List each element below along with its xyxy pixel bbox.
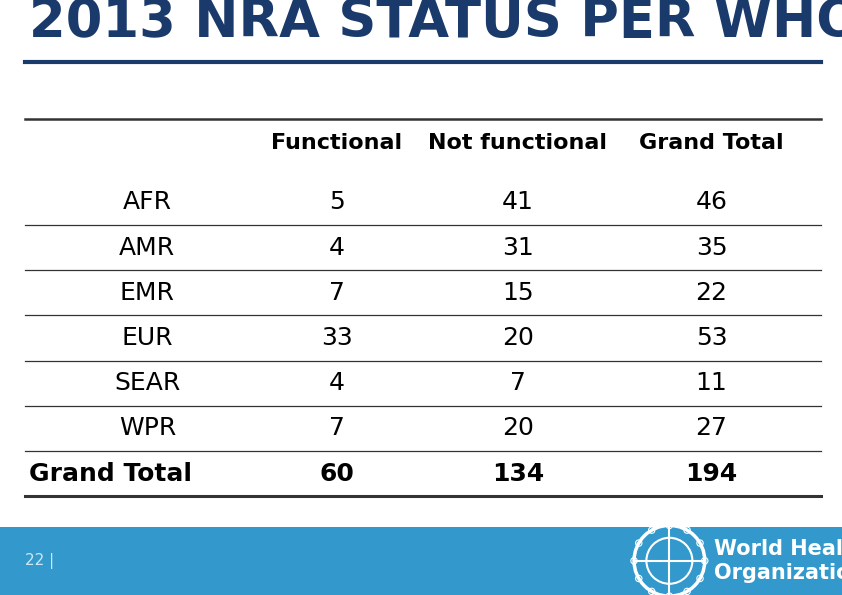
Text: 27: 27 [695,416,727,440]
Text: 20: 20 [502,326,534,350]
Text: WPR: WPR [119,416,176,440]
Text: 15: 15 [502,281,534,305]
Text: 194: 194 [685,462,738,486]
Text: Functional: Functional [271,133,402,153]
Text: 5: 5 [329,190,344,214]
Text: Grand Total: Grand Total [639,133,784,153]
Text: Not functional: Not functional [429,133,607,153]
Text: 22 |: 22 | [25,553,55,569]
Text: AMR: AMR [120,236,175,259]
Text: Grand Total: Grand Total [29,462,193,486]
Text: 7: 7 [329,281,344,305]
Text: 20: 20 [502,416,534,440]
Text: 41: 41 [502,190,534,214]
Text: 7: 7 [329,416,344,440]
Text: 31: 31 [502,236,534,259]
Text: 22: 22 [695,281,727,305]
Text: World Health
Organization: World Health Organization [714,539,842,583]
Text: 7: 7 [510,371,525,395]
Text: 33: 33 [321,326,353,350]
Text: 53: 53 [695,326,727,350]
Text: 4: 4 [328,236,345,259]
Text: 11: 11 [695,371,727,395]
Bar [0,527,842,595]
Text: EUR: EUR [121,326,173,350]
Text: 60: 60 [319,462,354,486]
Text: 46: 46 [695,190,727,214]
Text: 134: 134 [492,462,544,486]
Text: 35: 35 [695,236,727,259]
Text: EMR: EMR [120,281,175,305]
Text: SEAR: SEAR [115,371,180,395]
Text: 4: 4 [328,371,345,395]
Text: AFR: AFR [123,190,172,214]
Text: 2013 NRA STATUS PER WHO REGION: 2013 NRA STATUS PER WHO REGION [29,0,842,48]
